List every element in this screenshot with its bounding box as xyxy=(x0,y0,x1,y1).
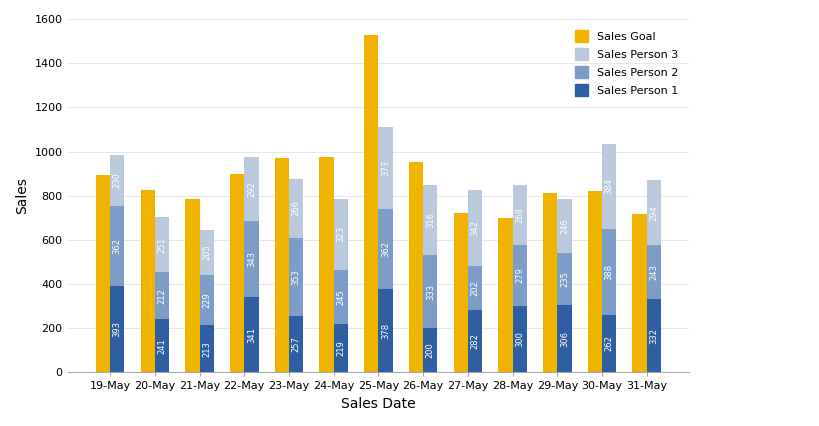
Text: 333: 333 xyxy=(426,283,435,299)
Bar xyxy=(96,175,110,372)
Bar xyxy=(378,127,393,209)
Bar xyxy=(468,310,482,372)
Text: 257: 257 xyxy=(292,336,301,352)
Bar xyxy=(602,314,617,372)
Text: 316: 316 xyxy=(426,212,435,228)
Text: 268: 268 xyxy=(515,207,524,223)
Text: 230: 230 xyxy=(113,172,122,188)
Text: 282: 282 xyxy=(471,333,480,349)
Bar xyxy=(468,265,482,310)
Bar xyxy=(333,324,348,372)
Text: 279: 279 xyxy=(515,268,524,283)
Text: 200: 200 xyxy=(426,343,435,358)
Bar xyxy=(557,199,572,253)
Bar xyxy=(141,190,155,372)
Text: 343: 343 xyxy=(247,251,256,267)
Text: 212: 212 xyxy=(157,288,166,304)
Bar xyxy=(513,185,527,245)
Bar xyxy=(333,270,348,324)
Text: 341: 341 xyxy=(247,327,256,343)
Bar xyxy=(647,181,661,245)
Text: 235: 235 xyxy=(560,271,569,287)
Bar xyxy=(647,245,661,299)
Bar xyxy=(602,229,617,314)
Text: 362: 362 xyxy=(113,238,122,253)
Text: 202: 202 xyxy=(471,280,480,296)
Legend: Sales Goal, Sales Person 3, Sales Person 2, Sales Person 1: Sales Goal, Sales Person 3, Sales Person… xyxy=(569,25,684,101)
Text: 388: 388 xyxy=(604,264,613,280)
Bar xyxy=(378,289,393,372)
Bar xyxy=(557,305,572,372)
Bar xyxy=(110,285,124,372)
Text: 246: 246 xyxy=(560,218,569,234)
Text: 262: 262 xyxy=(604,336,613,351)
Bar xyxy=(513,306,527,372)
Text: 342: 342 xyxy=(471,220,480,236)
Bar xyxy=(333,199,348,270)
Bar xyxy=(110,206,124,285)
Bar xyxy=(289,238,303,316)
Text: 213: 213 xyxy=(202,341,211,357)
Text: 219: 219 xyxy=(337,340,346,356)
Text: 245: 245 xyxy=(337,289,346,305)
Text: 251: 251 xyxy=(157,237,166,253)
Bar xyxy=(543,193,557,372)
Text: 300: 300 xyxy=(515,331,524,347)
Bar xyxy=(319,157,333,372)
Bar xyxy=(230,174,244,372)
Bar xyxy=(409,162,423,372)
Bar xyxy=(244,157,259,222)
X-axis label: Sales Date: Sales Date xyxy=(342,397,416,411)
Text: 241: 241 xyxy=(157,338,166,354)
Bar xyxy=(274,158,289,372)
Text: 294: 294 xyxy=(649,205,658,221)
Bar xyxy=(244,222,259,297)
Bar xyxy=(110,155,124,206)
Text: 353: 353 xyxy=(292,269,301,285)
Bar xyxy=(454,213,468,372)
Bar xyxy=(423,255,437,328)
Bar xyxy=(378,209,393,289)
Bar xyxy=(498,218,513,372)
Bar xyxy=(200,275,214,325)
Text: 378: 378 xyxy=(381,322,390,339)
Bar xyxy=(513,245,527,306)
Bar xyxy=(155,272,170,319)
Bar xyxy=(364,35,378,372)
Text: 266: 266 xyxy=(292,200,301,216)
Bar xyxy=(244,297,259,372)
Bar xyxy=(185,199,200,372)
Bar xyxy=(647,299,661,372)
Text: 332: 332 xyxy=(649,328,658,344)
Text: 306: 306 xyxy=(560,331,569,347)
Text: 373: 373 xyxy=(381,160,390,176)
Text: 362: 362 xyxy=(381,241,390,257)
Y-axis label: Sales: Sales xyxy=(15,177,29,214)
Bar xyxy=(155,217,170,272)
Text: 323: 323 xyxy=(337,226,346,242)
Bar xyxy=(632,214,647,372)
Bar xyxy=(423,185,437,255)
Bar xyxy=(200,325,214,372)
Text: 229: 229 xyxy=(202,292,211,308)
Bar xyxy=(289,179,303,238)
Text: 243: 243 xyxy=(649,264,658,280)
Bar xyxy=(155,319,170,372)
Bar xyxy=(289,316,303,372)
Bar xyxy=(423,328,437,372)
Bar xyxy=(588,191,602,372)
Text: 292: 292 xyxy=(247,181,256,197)
Text: 384: 384 xyxy=(604,178,613,194)
Bar xyxy=(200,230,214,275)
Bar xyxy=(602,144,617,229)
Text: 205: 205 xyxy=(202,244,211,260)
Bar xyxy=(557,253,572,305)
Text: 393: 393 xyxy=(113,321,122,337)
Bar xyxy=(468,190,482,265)
